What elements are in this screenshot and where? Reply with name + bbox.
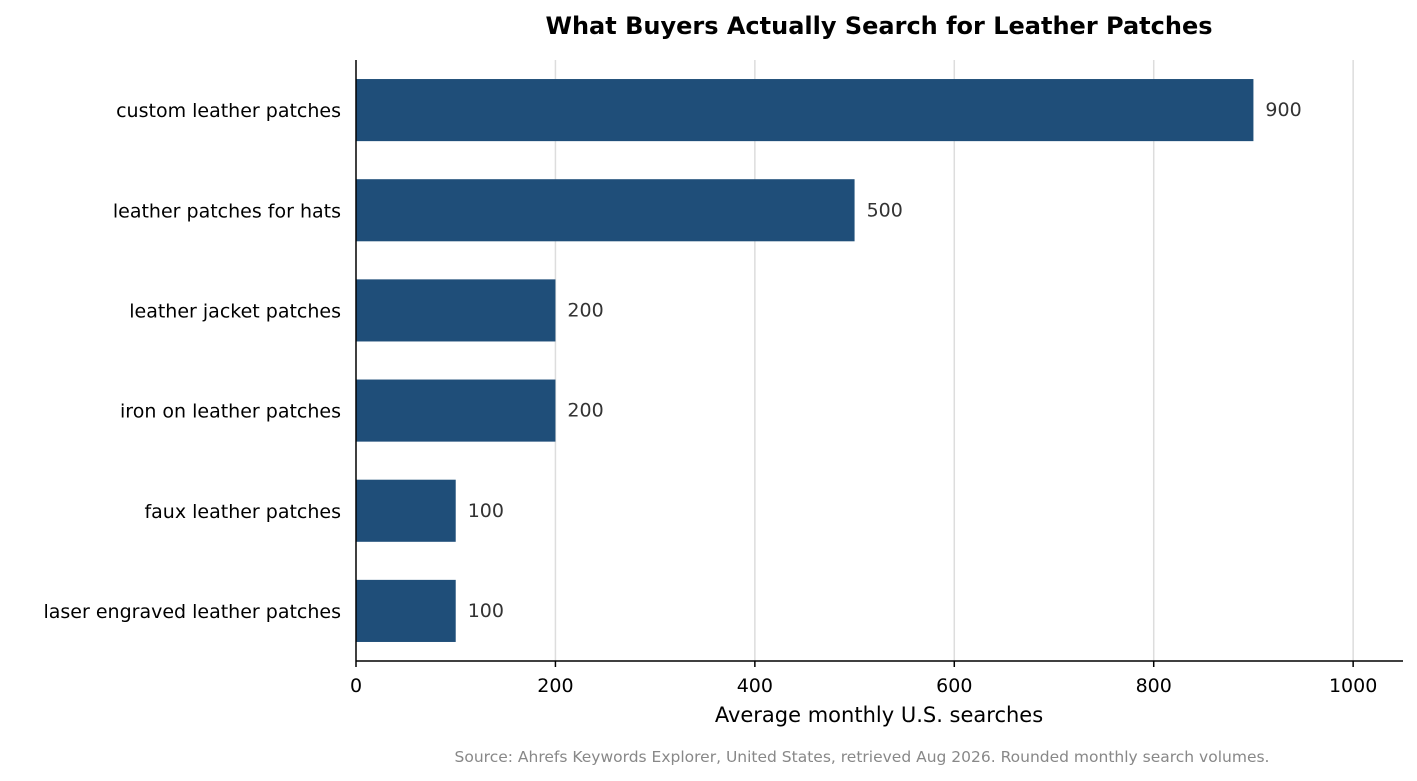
- x-tick-label-5: 1000: [1329, 675, 1377, 697]
- category-label-4: faux leather patches: [144, 501, 341, 523]
- bar-1: [356, 179, 855, 242]
- category-label-2: leather jacket patches: [129, 300, 341, 322]
- x-ticks: 0 200 400 600 800 1000: [350, 661, 1377, 697]
- bar-0: [356, 79, 1254, 142]
- x-tick-label-1: 200: [537, 675, 573, 697]
- bar-4: [356, 479, 456, 542]
- source-note: Source: Ahrefs Keywords Explorer, United…: [455, 748, 1270, 766]
- x-tick-label-4: 800: [1136, 675, 1172, 697]
- value-label-4: 100: [468, 500, 504, 522]
- bars: [356, 79, 1254, 642]
- x-axis-title: Average monthly U.S. searches: [715, 703, 1043, 727]
- gridlines: [554, 60, 1354, 661]
- x-tick-label-2: 400: [737, 675, 773, 697]
- value-label-3: 200: [567, 400, 603, 422]
- category-label-0: custom leather patches: [116, 100, 341, 122]
- bar-5: [356, 579, 456, 642]
- value-label-0: 900: [1265, 99, 1301, 121]
- value-label-1: 500: [867, 199, 903, 221]
- value-labels: 900 500 200 200 100 100: [468, 99, 1302, 622]
- chart-title: What Buyers Actually Search for Leather …: [545, 12, 1212, 40]
- x-tick-label-3: 600: [936, 675, 972, 697]
- axes: [355, 60, 1403, 662]
- bar-2: [356, 279, 556, 342]
- value-label-5: 100: [468, 600, 504, 622]
- category-label-3: iron on leather patches: [120, 401, 341, 423]
- bar-3: [356, 379, 556, 442]
- x-tick-label-0: 0: [350, 675, 362, 697]
- value-label-2: 200: [567, 299, 603, 321]
- category-label-5: laser engraved leather patches: [43, 601, 341, 623]
- category-label-1: leather patches for hats: [113, 200, 341, 222]
- category-labels: custom leather patches leather patches fo…: [43, 100, 341, 623]
